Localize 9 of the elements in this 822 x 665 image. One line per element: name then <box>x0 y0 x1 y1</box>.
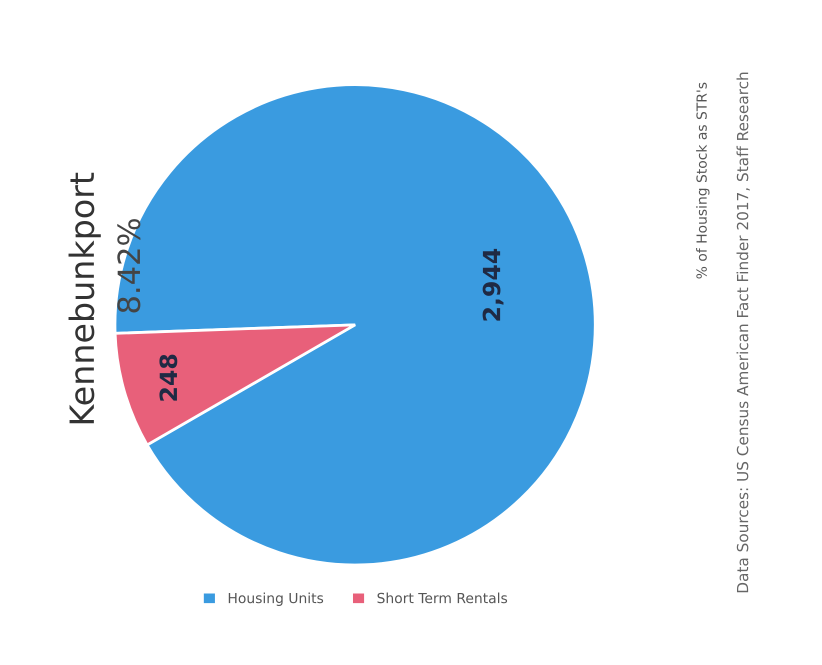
legend-label: Housing Units <box>228 592 324 606</box>
text: % of Housing Stock as STR's <box>696 82 710 279</box>
data-label: 248 <box>159 354 178 401</box>
text: Data Sources: US Census American Fact Finder 2017, Staff Research <box>736 72 750 592</box>
text: 8.42% <box>117 219 140 312</box>
pie-slice <box>114 83 597 566</box>
legend-label: Short Term Rentals <box>378 592 508 604</box>
data-label: 2,944 <box>482 248 504 321</box>
text: Kennebunkport <box>68 172 101 424</box>
